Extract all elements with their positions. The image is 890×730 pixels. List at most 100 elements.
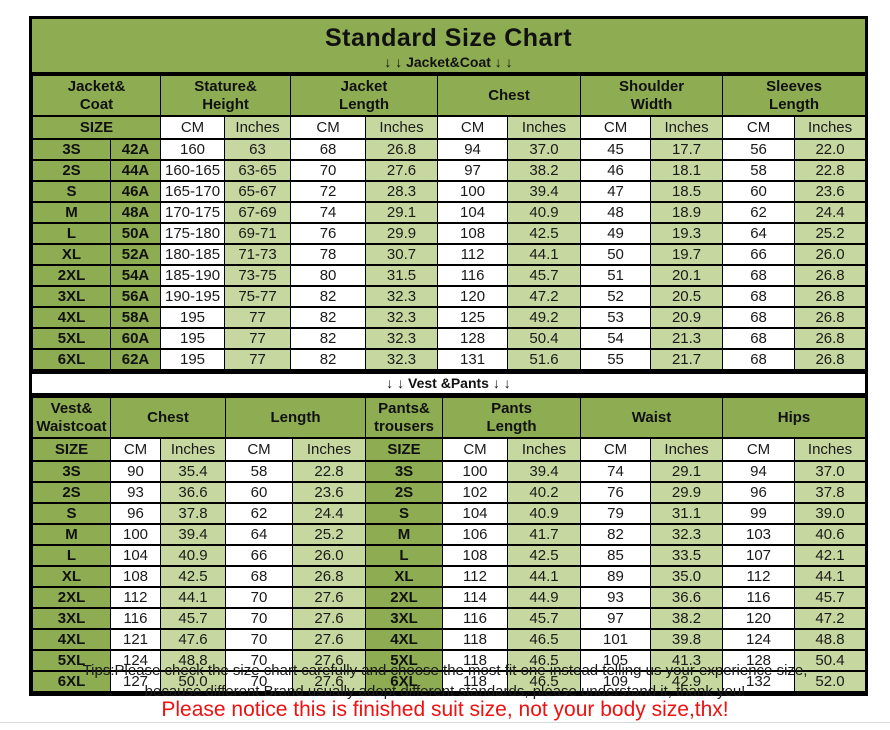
value-cell: 19.7 xyxy=(650,243,724,266)
value-cell: 79 xyxy=(580,502,651,525)
header-vest-length: Length xyxy=(225,396,366,439)
value-cell: 96 xyxy=(110,502,161,525)
value-cell: 132 xyxy=(722,670,796,693)
value-cell: 58 xyxy=(225,460,293,483)
value-cell: 160-165 xyxy=(160,159,226,182)
value-cell: 68 xyxy=(722,264,796,287)
value-cell: 89 xyxy=(580,565,651,588)
value-cell: 50 xyxy=(580,243,652,266)
value-cell: 25.2 xyxy=(292,523,366,546)
value-cell: 25.2 xyxy=(794,222,867,245)
table-row: M 48A 170-175 67-69 74 29.1 104 40.9 48 18.9 62 24.… xyxy=(32,201,867,224)
jacket-group-header-row: Jacket& Coat Stature& Height Jacket Leng… xyxy=(31,74,867,117)
value-cell: 39.8 xyxy=(649,628,724,651)
value-cell: 55 xyxy=(580,348,652,371)
size-cell: 2XL xyxy=(365,586,443,609)
value-cell: 121 xyxy=(110,628,161,651)
value-cell: 118 xyxy=(442,649,508,672)
table-row: 3XL 116 45.7 70 27.6 3XL 116 45.7 97 38.2 120 47.2 xyxy=(32,607,867,630)
tips-text: Tips:Please check the size chart careful… xyxy=(0,660,890,702)
value-cell: 27.6 xyxy=(292,628,366,651)
value-cell: 29.1 xyxy=(649,460,724,483)
size-chart: Standard Size Chart ↓ ↓ Jacket&Coat ↓ ↓ … xyxy=(29,16,868,696)
inches-unit-header: Inches xyxy=(160,437,226,462)
value-cell: 37.0 xyxy=(507,138,582,161)
value-cell: 46 xyxy=(580,159,652,182)
value-cell: 22.8 xyxy=(794,159,867,182)
size-cell: 52A xyxy=(109,243,162,266)
value-cell: 35.4 xyxy=(160,460,226,483)
value-cell: 49.2 xyxy=(507,306,582,329)
value-cell: 27.6 xyxy=(292,649,366,672)
size-cell: 4XL xyxy=(32,628,111,651)
value-cell: 90 xyxy=(110,460,161,483)
table-row: 2XL 112 44.1 70 27.6 2XL 114 44.9 93 36.6 116 45.7 xyxy=(32,586,867,609)
value-cell: 45.7 xyxy=(794,586,867,609)
size-cell: 2XL xyxy=(32,586,111,609)
jacket-table-body: 3S 42A 160 63 68 26.8 94 37.0 45 17.7 56 22.0 2S 44A 1… xyxy=(32,138,867,371)
value-cell: 53 xyxy=(580,306,652,329)
value-cell: 160 xyxy=(160,138,226,161)
value-cell: 44.1 xyxy=(507,243,582,266)
value-cell: 45.7 xyxy=(507,264,582,287)
value-cell: 73-75 xyxy=(224,264,292,287)
value-cell: 76 xyxy=(580,481,651,504)
value-cell: 40.2 xyxy=(507,481,581,504)
header-chest: Chest xyxy=(437,74,582,117)
value-cell: 50.0 xyxy=(160,670,226,693)
value-cell: 31.1 xyxy=(649,502,724,525)
value-cell: 195 xyxy=(160,306,226,329)
size-cell: 5XL xyxy=(32,327,111,350)
size-cell: 44A xyxy=(109,159,162,182)
value-cell: 54 xyxy=(580,327,652,350)
value-cell: 47.6 xyxy=(160,628,226,651)
inches-unit-header: Inches xyxy=(224,115,292,140)
value-cell: 82 xyxy=(290,348,367,371)
value-cell: 64 xyxy=(722,222,796,245)
cm-unit-header: CM xyxy=(110,437,161,462)
value-cell: 42.5 xyxy=(507,222,582,245)
inches-unit-header: Inches xyxy=(292,437,366,462)
value-cell: 96 xyxy=(722,481,796,504)
value-cell: 39.0 xyxy=(794,502,867,525)
value-cell: 32.3 xyxy=(649,523,724,546)
value-cell: 52 xyxy=(580,285,652,308)
table-row: M 100 39.4 64 25.2 M 106 41.7 82 32.3 103 40.6 xyxy=(32,523,867,546)
value-cell: 99 xyxy=(722,502,796,525)
size-cell: 62A xyxy=(109,348,162,371)
value-cell: 82 xyxy=(290,306,367,329)
value-cell: 94 xyxy=(437,138,509,161)
value-cell: 45.7 xyxy=(160,607,226,630)
table-row: 2S 44A 160-165 63-65 70 27.6 97 38.2 46 18.1 58 22.… xyxy=(32,159,867,182)
value-cell: 118 xyxy=(442,628,508,651)
size-cell: 2XL xyxy=(32,264,111,287)
value-cell: 40.9 xyxy=(160,544,226,567)
value-cell: 75-77 xyxy=(224,285,292,308)
value-cell: 63-65 xyxy=(224,159,292,182)
value-cell: 128 xyxy=(437,327,509,350)
value-cell: 70 xyxy=(225,586,293,609)
value-cell: 101 xyxy=(580,628,651,651)
value-cell: 26.8 xyxy=(794,264,867,287)
cm-unit-header: CM xyxy=(580,437,651,462)
value-cell: 103 xyxy=(722,523,796,546)
value-cell: 100 xyxy=(110,523,161,546)
value-cell: 32.3 xyxy=(365,348,439,371)
value-cell: 97 xyxy=(580,607,651,630)
size-cell: 4XL xyxy=(365,628,443,651)
jacket-coat-table: Jacket& Coat Stature& Height Jacket Leng… xyxy=(31,74,867,371)
value-cell: 175-180 xyxy=(160,222,226,245)
inches-unit-header: Inches xyxy=(794,437,867,462)
value-cell: 109 xyxy=(580,670,651,693)
value-cell: 128 xyxy=(722,649,796,672)
value-cell: 93 xyxy=(110,481,161,504)
value-cell: 112 xyxy=(110,586,161,609)
value-cell: 127 xyxy=(110,670,161,693)
value-cell: 49 xyxy=(580,222,652,245)
size-cell: L xyxy=(32,544,111,567)
value-cell: 63 xyxy=(224,138,292,161)
finished-size-notice: Please notice this is finished suit size… xyxy=(161,698,729,721)
size-cell: 54A xyxy=(109,264,162,287)
header-vest-waistcoat: Vest& Waistcoat xyxy=(32,396,111,439)
table-row: L 104 40.9 66 26.0 L 108 42.5 85 33.5 107 42.1 xyxy=(32,544,867,567)
